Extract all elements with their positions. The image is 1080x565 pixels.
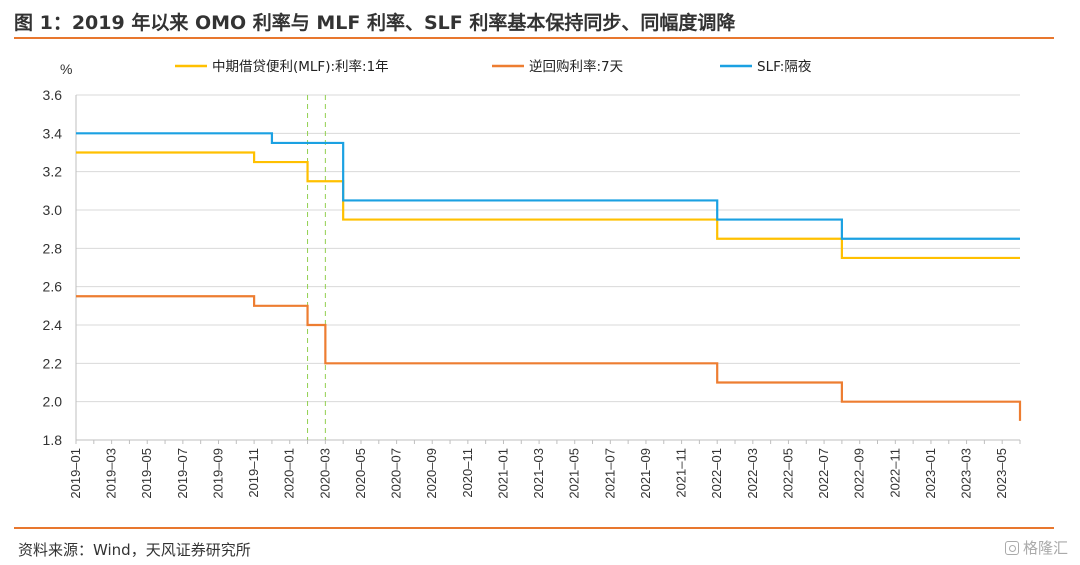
x-tick-label: 2019–05	[139, 448, 154, 499]
y-axis-unit: %	[60, 61, 72, 77]
legend-label: SLF:隔夜	[757, 59, 812, 75]
legend-label: 逆回购利率:7天	[529, 58, 624, 75]
watermark-text: 格隆汇	[1022, 539, 1068, 557]
x-tick-label: 2019–03	[104, 448, 119, 499]
x-tick-label: 2021–07	[602, 448, 617, 499]
series-line-1	[76, 151, 1020, 260]
y-tick-label: 3.2	[43, 164, 63, 180]
x-tick-label: 2020–05	[353, 448, 368, 499]
y-tick-label: 2.0	[43, 394, 63, 410]
x-tick-label: 2020–11	[460, 448, 475, 498]
x-tick-label: 2021–03	[531, 448, 546, 499]
x-tick-label: 2020–07	[389, 448, 404, 499]
x-tick-label: 2022–01	[709, 448, 724, 499]
series-line-2	[76, 295, 1022, 421]
x-tick-label: 2022–09	[852, 448, 867, 499]
title-underline	[14, 37, 1054, 39]
y-tick-label: 2.8	[43, 240, 63, 256]
x-tick-label: 2021–01	[495, 448, 510, 499]
x-tick-label: 2022–05	[780, 448, 795, 499]
series-line-3	[76, 132, 1020, 240]
y-tick-label: 2.4	[43, 317, 63, 333]
x-tick-label: 2023–05	[994, 448, 1009, 499]
x-tick-label: 2019–01	[68, 448, 83, 499]
y-tick-label: 2.6	[43, 279, 63, 295]
x-tick-label: 2021–11	[674, 448, 689, 498]
watermark: 格隆汇	[1004, 537, 1068, 558]
x-tick-label: 2020–03	[317, 448, 332, 499]
watermark-logo-icon	[1004, 540, 1019, 555]
x-tick-label: 2023–03	[959, 448, 974, 499]
y-tick-label: 2.2	[43, 355, 63, 371]
chart: 1.8 2.0 2.2 2.4 2.6 2.8 3.0 3.2 3.4 3.6% 2019–01 20…	[43, 58, 1022, 499]
y-tick-label: 3.6	[43, 87, 63, 103]
source-note: 资料来源：Wind，天风证券研究所	[18, 541, 251, 559]
y-tick-label: 3.4	[43, 125, 63, 141]
footer-rule	[14, 527, 1054, 529]
chart-title: 图 1：2019 年以来 OMO 利率与 MLF 利率、SLF 利率基本保持同步…	[14, 12, 736, 34]
x-tick-label: 2023–01	[923, 448, 938, 499]
x-tick-label: 2022–11	[887, 448, 902, 498]
x-tick-label: 2021–09	[638, 448, 653, 499]
x-tick-label: 2019–09	[210, 448, 225, 499]
x-tick-label: 2019–11	[246, 448, 261, 498]
x-tick-label: 2020–01	[282, 448, 297, 499]
legend-label: 中期借贷便利(MLF):利率:1年	[212, 58, 389, 75]
x-tick-label: 2021–05	[567, 448, 582, 499]
x-tick-label: 2019–07	[175, 448, 190, 499]
x-tick-label: 2022–03	[745, 448, 760, 499]
y-tick-label: 1.8	[43, 432, 63, 448]
x-tick-label: 2022–07	[816, 448, 831, 499]
x-tick-label: 2020–09	[424, 448, 439, 499]
y-tick-label: 3.0	[43, 202, 63, 218]
